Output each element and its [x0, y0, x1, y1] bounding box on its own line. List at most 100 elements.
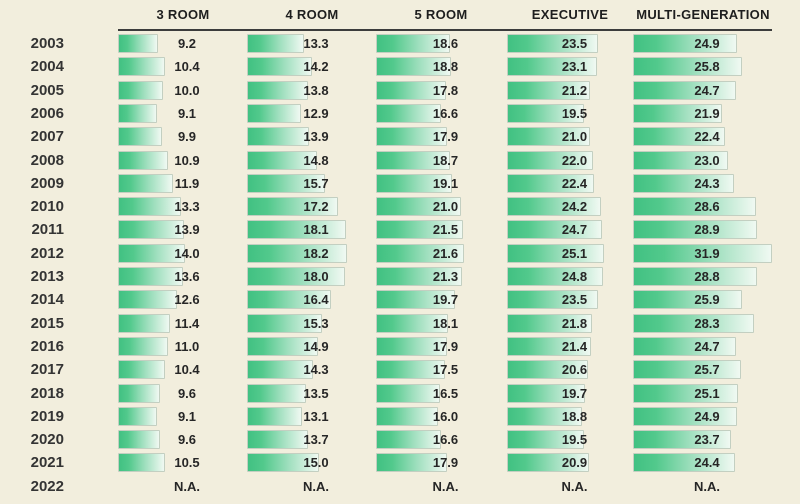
value-label: 21.6 — [432, 246, 459, 261]
value-label: 11.4 — [174, 316, 200, 331]
value-bar — [633, 267, 757, 286]
value-label: 9.2 — [177, 36, 197, 51]
value-bar — [507, 197, 601, 216]
value-label: 16.0 — [432, 409, 459, 424]
value-bar — [118, 453, 165, 472]
value-label: 17.9 — [432, 129, 459, 144]
value-bar — [376, 430, 441, 449]
value-bar — [118, 267, 183, 286]
value-bar — [376, 151, 450, 170]
value-bar — [247, 290, 331, 309]
value-label: 13.1 — [303, 409, 329, 424]
value-bar — [376, 384, 440, 403]
year-label: 2014 — [30, 291, 64, 308]
value-bar — [247, 244, 347, 263]
value-bar — [633, 314, 754, 333]
value-bar — [118, 337, 168, 356]
value-bar — [247, 57, 312, 76]
value-label: 16.6 — [432, 432, 459, 447]
value-label: 16.5 — [432, 386, 459, 401]
value-bar — [118, 290, 177, 309]
value-label: 11.9 — [174, 176, 200, 191]
value-label: 17.2 — [303, 199, 329, 214]
value-label: 13.3 — [303, 36, 329, 51]
value-label: 18.1 — [303, 222, 329, 237]
value-label: 25.8 — [694, 59, 720, 74]
value-label: 20.9 — [561, 455, 588, 470]
value-bar — [376, 407, 438, 426]
value-bar — [376, 337, 447, 356]
na-label: N.A. — [303, 479, 329, 494]
value-bar — [118, 407, 157, 426]
value-bar — [247, 104, 301, 123]
year-label: 2019 — [30, 408, 64, 425]
value-bar — [376, 127, 447, 146]
value-label: 23.0 — [694, 153, 720, 168]
value-bar — [376, 81, 446, 100]
value-bar — [633, 337, 736, 356]
value-bar — [247, 81, 308, 100]
na-label: N.A. — [432, 479, 459, 494]
value-bar — [633, 290, 742, 309]
value-label: 17.9 — [432, 339, 459, 354]
value-label: 19.7 — [432, 292, 459, 307]
value-bar — [507, 104, 584, 123]
value-bar — [118, 314, 170, 333]
value-label: 13.6 — [174, 269, 200, 284]
value-label: 14.9 — [303, 339, 329, 354]
value-label: 10.0 — [174, 83, 200, 98]
value-bar — [247, 220, 346, 239]
na-label: N.A. — [694, 479, 720, 494]
value-label: 12.9 — [303, 106, 329, 121]
value-label: 9.6 — [177, 432, 197, 447]
year-label: 2018 — [30, 385, 64, 402]
value-label: 13.8 — [303, 83, 329, 98]
year-label: 2017 — [30, 361, 64, 378]
year-label: 2013 — [30, 268, 64, 285]
value-label: 10.5 — [174, 455, 200, 470]
value-label: 25.1 — [694, 386, 720, 401]
value-bar — [118, 174, 173, 193]
value-label: 13.5 — [303, 386, 329, 401]
value-label: 9.9 — [177, 129, 197, 144]
value-bar — [633, 174, 734, 193]
year-label: 2006 — [30, 105, 64, 122]
year-label: 2005 — [30, 82, 64, 99]
value-bar — [633, 104, 722, 123]
na-label: N.A. — [174, 479, 200, 494]
value-label: 21.8 — [561, 316, 588, 331]
value-label: 17.9 — [432, 455, 459, 470]
year-label: 2016 — [30, 338, 64, 355]
value-bar — [633, 57, 742, 76]
value-bar — [247, 151, 317, 170]
value-bar — [247, 267, 345, 286]
value-bar — [507, 34, 598, 53]
value-label: 24.4 — [694, 455, 720, 470]
value-bar — [507, 407, 582, 426]
value-bar — [633, 151, 728, 170]
value-bar — [633, 430, 731, 449]
column-header-multi-generation: MULTI-GENERATION — [636, 7, 770, 22]
value-label: 18.2 — [303, 246, 329, 261]
value-bar — [247, 197, 338, 216]
value-label: 24.8 — [561, 269, 588, 284]
value-label: 18.0 — [303, 269, 329, 284]
value-label: 23.7 — [694, 432, 720, 447]
value-label: 21.5 — [432, 222, 459, 237]
value-label: 14.3 — [303, 362, 329, 377]
value-bar — [376, 314, 448, 333]
value-bar — [633, 453, 735, 472]
value-bar — [507, 151, 593, 170]
value-bar — [247, 127, 309, 146]
value-bar — [118, 127, 162, 146]
value-bar — [633, 384, 738, 403]
value-label: 19.5 — [561, 432, 588, 447]
value-bar — [376, 244, 464, 263]
value-label: 13.9 — [303, 129, 329, 144]
value-bar — [633, 360, 741, 379]
value-label: 18.8 — [432, 59, 459, 74]
value-label: 15.3 — [303, 316, 329, 331]
value-bar — [507, 57, 597, 76]
value-label: 28.6 — [694, 199, 720, 214]
